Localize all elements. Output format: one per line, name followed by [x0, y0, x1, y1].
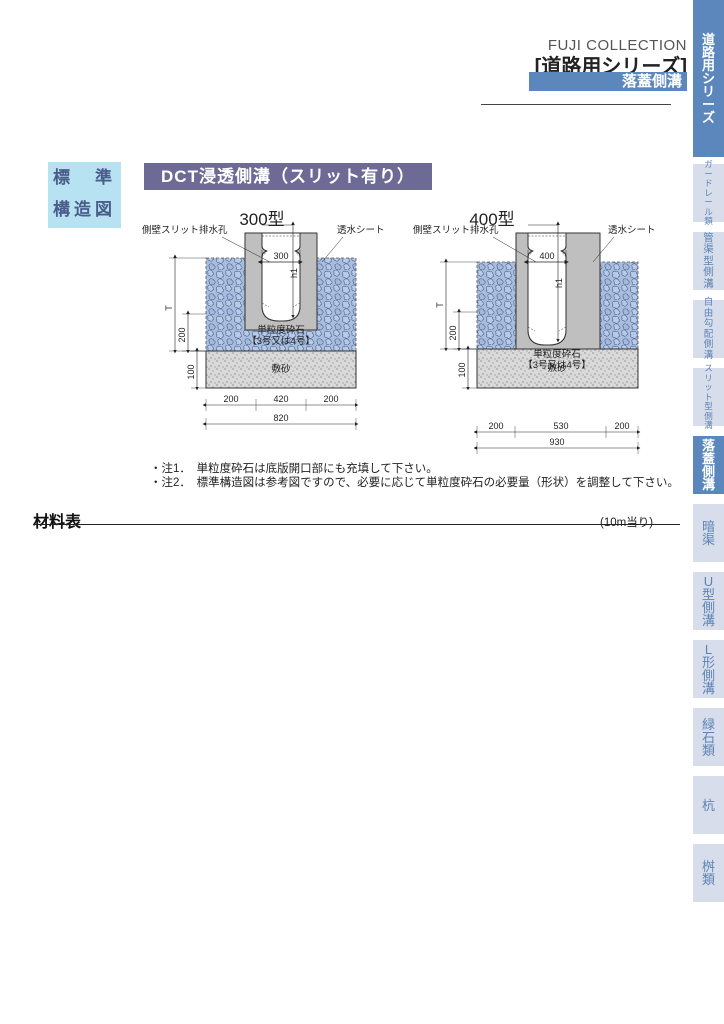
- svg-text:400: 400: [539, 251, 554, 261]
- svg-text:200: 200: [323, 394, 338, 404]
- svg-text:側壁スリット排水孔: 側壁スリット排水孔: [142, 224, 228, 236]
- svg-text:透水シート: 透水シート: [337, 224, 385, 236]
- svg-text:300: 300: [273, 251, 288, 261]
- svg-text:200: 200: [614, 421, 629, 431]
- svg-text:側壁スリット排水孔: 側壁スリット排水孔: [413, 224, 499, 236]
- svg-text:【3号又は4号】: 【3号又は4号】: [523, 360, 591, 371]
- svg-text:【3号又は4号】: 【3号又は4号】: [247, 336, 315, 347]
- svg-text:敷砂: 敷砂: [271, 363, 291, 375]
- svg-text:200: 200: [448, 325, 458, 340]
- svg-text:200: 200: [177, 327, 187, 342]
- svg-text:930: 930: [549, 437, 564, 447]
- svg-text:530: 530: [553, 421, 568, 431]
- svg-text:100: 100: [457, 362, 467, 377]
- svg-text:T: T: [164, 305, 174, 311]
- svg-text:200: 200: [488, 421, 503, 431]
- svg-text:h1: h1: [554, 278, 564, 288]
- svg-text:820: 820: [273, 413, 288, 423]
- svg-text:透水シート: 透水シート: [608, 224, 656, 236]
- svg-text:200: 200: [223, 394, 238, 404]
- svg-text:h1: h1: [289, 268, 299, 278]
- svg-text:単粒度砕石: 単粒度砕石: [533, 348, 581, 360]
- svg-text:単粒度砕石: 単粒度砕石: [257, 324, 305, 336]
- svg-text:100: 100: [186, 364, 196, 379]
- svg-text:T: T: [435, 302, 445, 308]
- svg-text:420: 420: [273, 394, 288, 404]
